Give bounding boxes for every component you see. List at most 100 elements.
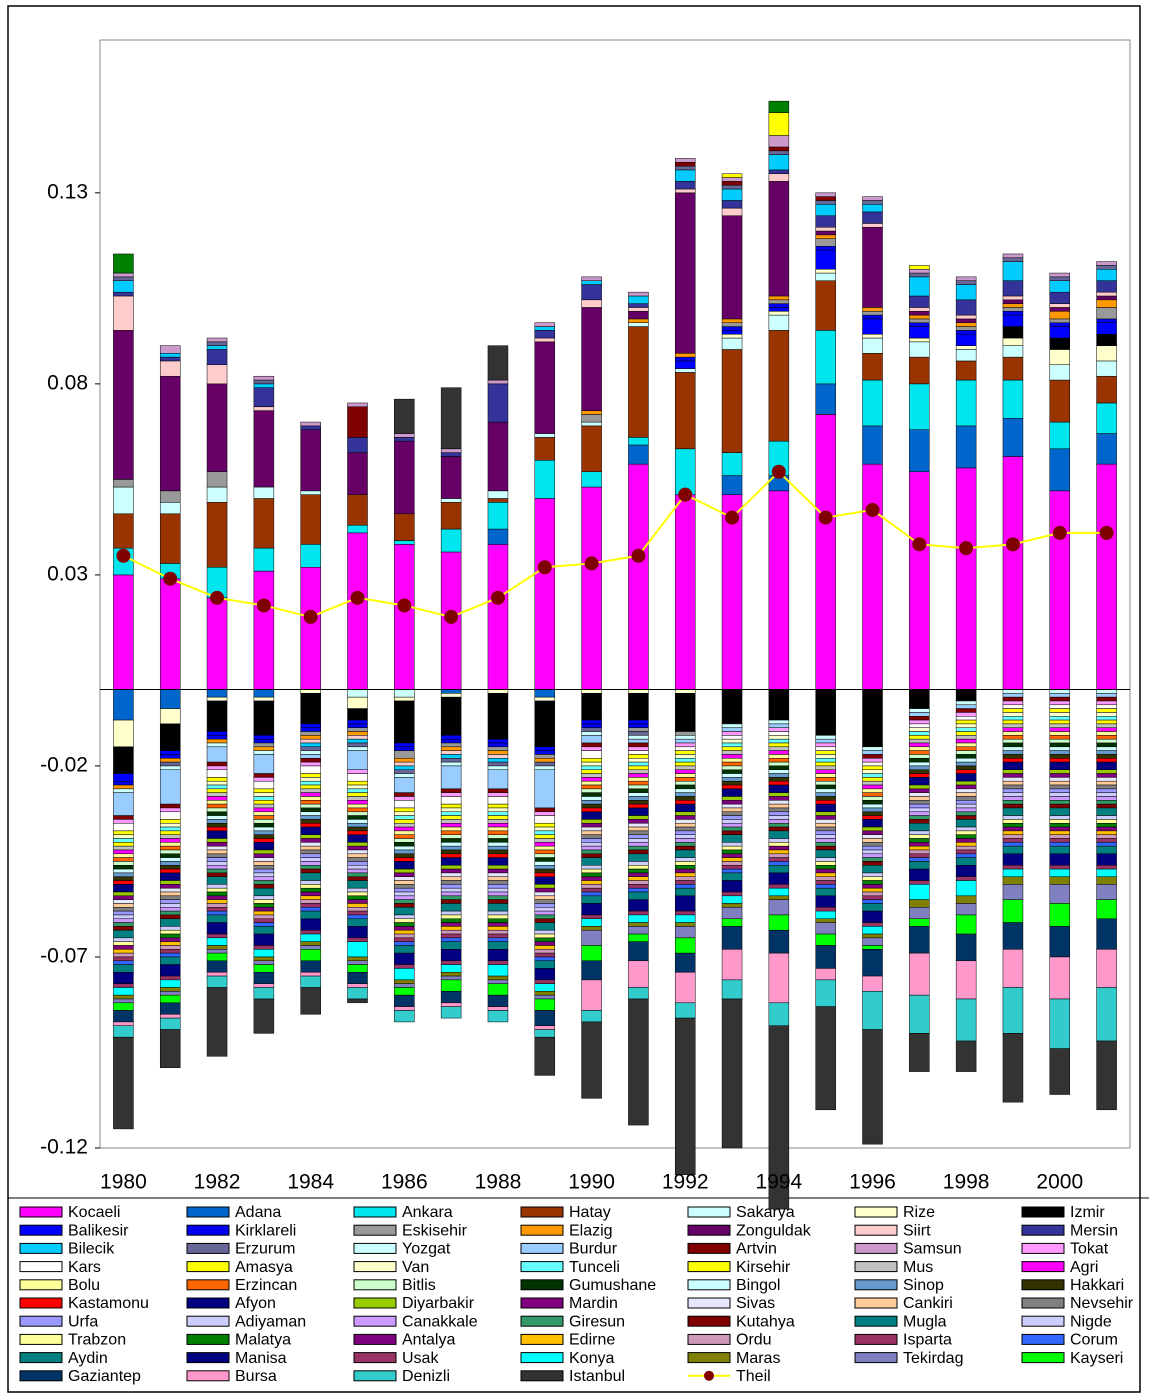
bar-segment (534, 914, 556, 920)
bar-segment (253, 842, 275, 851)
bar-segment (253, 788, 275, 793)
bar-segment (347, 822, 368, 828)
bar-segment (1096, 291, 1117, 297)
bar-segment (1096, 838, 1117, 843)
bar-segment (300, 815, 321, 820)
bar-segment (1002, 345, 1024, 358)
bar-segment (159, 914, 181, 920)
bar-segment (1096, 712, 1117, 717)
bar-segment (534, 968, 556, 981)
bar-segment (394, 696, 415, 702)
legend-swatch (1021, 1224, 1065, 1236)
legend-swatch (520, 1206, 564, 1218)
bar-segment (206, 777, 228, 782)
bar-segment (581, 807, 602, 813)
bar-segment (674, 792, 696, 797)
bar-segment (1096, 761, 1117, 771)
bar-segment (581, 773, 602, 778)
bar-segment (1096, 360, 1117, 377)
bar-segment (1049, 834, 1071, 839)
bar-segment (206, 853, 228, 858)
bar-segment (113, 914, 134, 920)
legend-label: Denizli (402, 1368, 450, 1385)
bar-segment (347, 803, 368, 809)
bar-segment (862, 777, 883, 782)
bar-segment (394, 842, 415, 847)
bar-segment (206, 899, 228, 904)
bar-segment (253, 899, 275, 904)
bar-segment (253, 865, 275, 870)
bar-segment (815, 887, 836, 897)
theil-point (818, 510, 833, 525)
bar-segment (159, 849, 181, 855)
legend-label: Canakkale (402, 1313, 478, 1330)
bar-segment (1096, 918, 1117, 950)
bar-segment (113, 689, 134, 721)
bar-segment (1049, 826, 1071, 832)
bar-segment (534, 918, 556, 923)
bar-segment (581, 421, 602, 427)
bar-segment (815, 784, 836, 790)
bar-segment (113, 330, 134, 480)
bar-segment (862, 200, 883, 205)
bar-segment (768, 807, 790, 813)
bar-segment (581, 689, 602, 694)
bar-segment (113, 945, 134, 950)
bar-segment (768, 784, 790, 793)
bar-segment (347, 689, 368, 698)
y-tick-label: 0.03 (47, 562, 88, 585)
bar-segment (1049, 716, 1071, 721)
legend-swatch (854, 1261, 898, 1273)
bar-segment (440, 742, 462, 748)
bar-segment (1049, 784, 1071, 790)
bar-segment (487, 502, 509, 530)
bar-segment (394, 907, 415, 916)
bar-segment (487, 689, 509, 694)
bar-segment (347, 769, 368, 774)
bar-segment (768, 822, 790, 828)
bar-segment (253, 853, 275, 858)
bar-segment (581, 845, 602, 851)
bar-segment (347, 960, 368, 965)
bar-segment (206, 949, 228, 954)
bar-segment (768, 842, 790, 847)
bar-segment (628, 307, 649, 312)
bar-segment (674, 765, 696, 771)
bar-segment (768, 765, 790, 771)
bar-segment (206, 960, 228, 973)
bar-segment (628, 777, 649, 782)
bar-segment (487, 941, 509, 950)
bar-segment (159, 853, 181, 858)
bar-segment (909, 738, 930, 744)
bar-segment (862, 379, 883, 427)
bar-segment (815, 280, 836, 331)
bar-segment (347, 872, 368, 877)
bar-segment (909, 356, 930, 385)
bar-segment (300, 777, 321, 782)
bar-segment (1002, 784, 1024, 790)
bar-segment (862, 769, 883, 774)
bar-segment (815, 754, 836, 759)
bar-segment (628, 738, 649, 744)
bar-segment (815, 800, 836, 805)
legend-label: Manisa (235, 1350, 287, 1367)
bar-segment (253, 738, 275, 744)
bar-segment (815, 758, 836, 763)
bar-segment (487, 872, 509, 877)
bar-segment (300, 941, 321, 946)
bar-segment (768, 830, 790, 839)
bar-segment (253, 796, 275, 801)
bar-segment (534, 994, 556, 1000)
bar-segment (394, 872, 415, 877)
bar-segment (955, 314, 977, 320)
x-tick-label: 1996 (849, 1171, 896, 1194)
bar-segment (487, 926, 509, 931)
bar-segment (1096, 876, 1117, 885)
bar-segment (955, 834, 977, 839)
bar-segment (159, 758, 181, 763)
legend-swatch (353, 1333, 397, 1345)
legend-label: Eskisehir (402, 1222, 468, 1239)
bar-segment (487, 914, 509, 920)
bar-segment (253, 383, 275, 388)
bar-segment (159, 842, 181, 847)
